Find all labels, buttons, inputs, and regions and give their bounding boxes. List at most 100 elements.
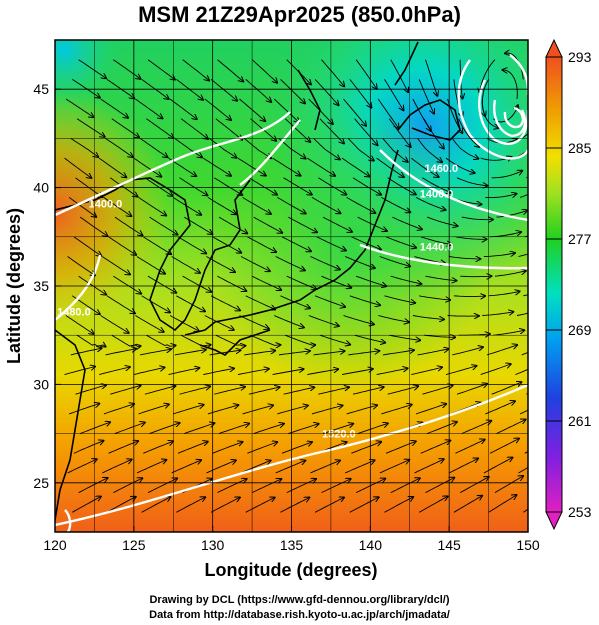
streamline — [105, 138, 133, 157]
streamline — [521, 351, 528, 356]
streamline — [418, 79, 434, 113]
streamline — [390, 275, 422, 284]
streamline — [521, 133, 528, 139]
streamline — [357, 423, 388, 435]
streamline — [100, 98, 128, 118]
streamline — [103, 404, 134, 415]
streamline — [147, 59, 175, 80]
streamline — [139, 138, 167, 157]
streamline — [281, 442, 312, 454]
streamline — [389, 334, 420, 340]
streamline — [349, 295, 380, 305]
streamline — [483, 253, 515, 257]
streamline — [412, 98, 431, 131]
streamline — [133, 157, 162, 177]
streamline — [245, 79, 271, 102]
streamline — [486, 345, 517, 356]
streamline — [70, 138, 98, 157]
credit-drawing: Drawing by DCL (https://www.gfd-dennou.o… — [149, 594, 450, 606]
streamline — [143, 236, 171, 254]
streamline — [288, 216, 317, 232]
streamline — [311, 406, 343, 415]
streamline — [102, 256, 130, 275]
streamline — [144, 177, 173, 196]
streamline — [147, 478, 177, 494]
colorbar: 293 285 277 269 261 253 — [545, 38, 592, 531]
streamline — [307, 157, 335, 176]
streamline — [482, 312, 513, 316]
streamline — [146, 334, 175, 346]
streamline — [376, 368, 408, 376]
streamline — [244, 351, 275, 356]
streamline — [180, 334, 211, 346]
streamline — [354, 334, 386, 342]
streamline — [319, 118, 344, 144]
streamline — [73, 236, 101, 256]
streamline — [138, 197, 167, 215]
streamline — [251, 479, 281, 494]
streamline — [68, 197, 96, 217]
streamline — [204, 315, 234, 330]
colorbar-bottom-arrow — [545, 511, 563, 531]
colorbar-tick-label: 277 — [568, 231, 592, 247]
streamline — [387, 386, 419, 395]
streamline — [519, 409, 528, 415]
streamline — [180, 118, 208, 139]
streamline — [210, 79, 237, 100]
colorbar-tick-label: 269 — [568, 322, 592, 338]
height-contours — [55, 54, 528, 532]
x-tick-label: 150 — [516, 537, 540, 553]
streamline — [173, 405, 203, 415]
streamline — [381, 405, 411, 415]
streamline — [519, 193, 528, 198]
streamline — [493, 330, 524, 336]
streamline — [377, 98, 399, 128]
streamline — [72, 497, 101, 513]
streamline — [247, 442, 277, 454]
streamline — [384, 497, 414, 513]
streamline — [352, 177, 381, 195]
streamline — [445, 366, 476, 376]
streamline — [314, 295, 345, 307]
streamline — [176, 497, 205, 513]
streamline — [485, 401, 515, 415]
streamline — [179, 386, 211, 395]
x-tick-label: 140 — [359, 537, 383, 553]
streamline — [275, 256, 305, 271]
streamline — [204, 98, 231, 120]
streamline — [237, 369, 269, 376]
streamline — [138, 404, 169, 415]
streamline — [108, 441, 139, 454]
streamline — [321, 59, 345, 87]
streamline — [451, 138, 478, 158]
x-tick-label: 135 — [280, 537, 304, 553]
streamline — [488, 495, 517, 513]
streamline — [272, 369, 304, 376]
streamline — [385, 236, 416, 248]
streamline — [274, 315, 304, 328]
streamline — [169, 98, 197, 119]
streamline — [98, 367, 130, 376]
streamline — [174, 138, 202, 157]
y-tick-label: 30 — [33, 376, 49, 392]
y-axis-label: Latitude (degrees) — [4, 208, 24, 364]
streamline — [480, 364, 511, 376]
streamline — [314, 79, 338, 105]
streamline — [210, 497, 240, 513]
streamline — [79, 216, 107, 236]
streamline — [218, 424, 249, 435]
streamline — [78, 478, 108, 494]
streamline — [272, 157, 301, 176]
x-axis-label: Longitude (degrees) — [204, 560, 377, 580]
streamline — [245, 498, 275, 513]
streamline — [379, 256, 410, 267]
streamline — [425, 275, 457, 280]
y-axis-ticks: 25 30 35 40 45 — [33, 81, 61, 491]
streamline — [111, 118, 139, 138]
streamline — [308, 315, 339, 327]
x-axis-ticks: 120 125 130 135 140 145 150 — [43, 526, 540, 553]
streamline — [114, 423, 145, 435]
streamline — [354, 118, 378, 146]
streamline — [209, 138, 237, 157]
